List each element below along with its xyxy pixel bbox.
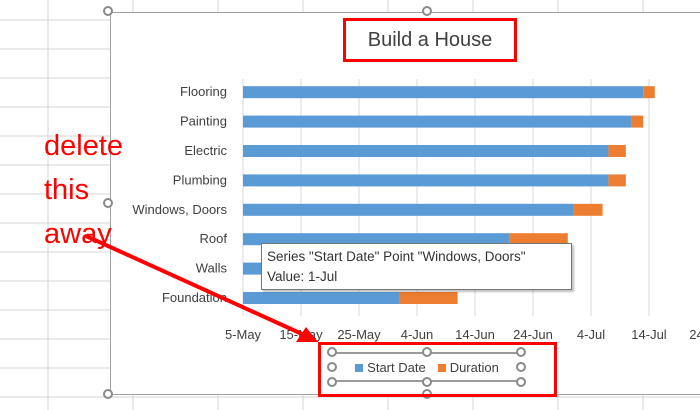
annotation-line: this [44, 174, 90, 206]
legend-handle[interactable] [327, 347, 337, 357]
bar-start-date [243, 115, 632, 128]
legend-label: Start Date [367, 359, 426, 375]
bar-duration [399, 292, 458, 304]
bar-chart: 5-May 15-May 25-May 4-Jun 14-Jun 24-Jun 4-Jul 1… [132, 79, 700, 342]
annotation-line: away [44, 218, 112, 250]
category-label: Electric [184, 143, 227, 158]
legend-handle[interactable] [516, 347, 526, 357]
x-tick-label: 4-Jul [577, 327, 605, 342]
x-tick-label: 24-Jul [689, 327, 700, 342]
chart-area[interactable]: 5-May 15-May 25-May 4-Jun 14-Jun 24-Jun 4-Jul 1… [110, 12, 700, 395]
bar-duration [509, 233, 568, 246]
bar-start-date [243, 145, 609, 157]
annotation-text: delete this away [44, 124, 123, 256]
legend-swatch [437, 363, 446, 372]
legend-item-start-date[interactable]: Start Date [355, 360, 426, 375]
bar-start-date [243, 174, 609, 187]
category-label: Windows, Doors [132, 202, 227, 217]
legend-highlight [318, 342, 557, 397]
x-tick-label: 5-May [225, 327, 262, 342]
tooltip-line1: Series "Start Date" Point "Windows, Door… [267, 249, 526, 264]
resize-handle[interactable] [422, 6, 432, 16]
tooltip-line2: Value: 1-Jul [267, 269, 338, 284]
annotation-line: delete [44, 130, 124, 162]
legend-handle[interactable] [516, 377, 526, 387]
tooltip: Series "Start Date" Point "Windows, Door… [261, 243, 572, 290]
x-tick-label: 14-Jun [455, 327, 495, 342]
category-label: Flooring [180, 84, 227, 99]
legend-handle[interactable] [516, 362, 526, 372]
resize-handle[interactable] [103, 198, 113, 208]
category-label: Roof [200, 231, 228, 246]
category-label: Walls [196, 261, 228, 276]
legend-handle[interactable] [422, 377, 432, 387]
legend-handle[interactable] [327, 362, 337, 372]
x-tick-label: 25-May [337, 327, 381, 342]
resize-handle[interactable] [103, 389, 113, 399]
chart-title-text: Build a House [367, 28, 493, 51]
bar-duration [643, 86, 655, 99]
resize-handle[interactable] [103, 6, 113, 16]
x-tick-label: 4-Jun [401, 327, 434, 342]
bar-start-date [243, 233, 510, 246]
category-label: Plumbing [173, 172, 227, 187]
category-label: Painting [180, 114, 227, 129]
bar-start-date [243, 86, 644, 99]
chart-title[interactable]: Build a House [343, 18, 517, 62]
x-tick-label: 15-May [279, 327, 323, 342]
legend-handle[interactable] [422, 347, 432, 357]
bar-start-date [243, 292, 400, 304]
x-tick-label: 24-Jun [513, 327, 553, 342]
legend-swatch [355, 363, 364, 372]
bar-duration [608, 174, 626, 187]
bar-start-date [243, 203, 574, 216]
legend-handle[interactable] [327, 377, 337, 387]
bar-duration [608, 145, 626, 157]
bar-duration [631, 115, 644, 128]
x-tick-label: 14-Jul [631, 327, 667, 342]
category-label: Foundation [162, 290, 227, 305]
legend-label: Duration [449, 359, 499, 375]
bar-duration [573, 203, 603, 216]
legend-item-duration[interactable]: Duration [437, 359, 499, 375]
